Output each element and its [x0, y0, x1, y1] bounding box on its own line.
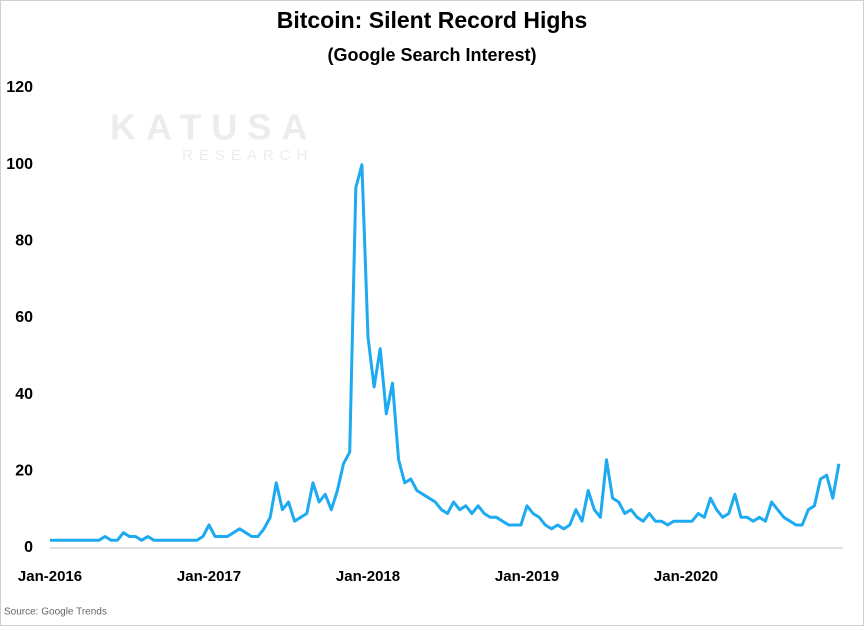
- y-tick-label: 80: [15, 233, 33, 250]
- x-tick-label: Jan-2020: [654, 568, 718, 585]
- y-tick-label: 20: [15, 463, 33, 480]
- watermark: KATUSA: [110, 107, 317, 148]
- watermark-sub: RESEARCH: [182, 147, 313, 164]
- chart-title: Bitcoin: Silent Record Highs: [277, 7, 588, 33]
- y-tick-label: 100: [6, 156, 33, 173]
- x-tick-label: Jan-2016: [18, 568, 82, 585]
- source-note: Source: Google Trends: [4, 607, 107, 618]
- y-tick-label: 0: [24, 539, 33, 556]
- x-tick-label: Jan-2019: [495, 568, 559, 585]
- y-tick-label: 40: [15, 386, 33, 403]
- y-tick-label: 60: [15, 309, 33, 326]
- x-tick-label: Jan-2018: [336, 568, 400, 585]
- y-tick-label: 120: [6, 79, 33, 96]
- x-tick-label: Jan-2017: [177, 568, 241, 585]
- data-line: [50, 163, 841, 542]
- chart-subtitle: (Google Search Interest): [327, 45, 536, 65]
